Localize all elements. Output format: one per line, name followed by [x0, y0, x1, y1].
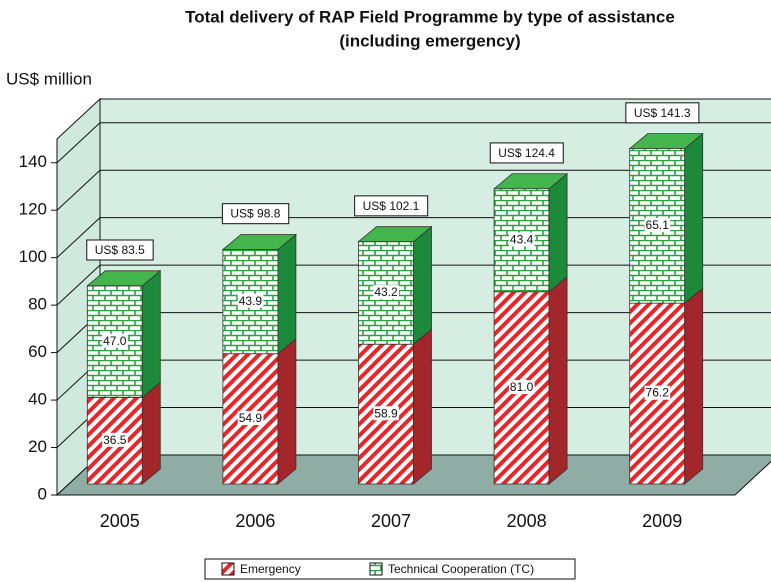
value-label: 43.4	[510, 232, 534, 246]
grid-line	[56, 264, 101, 306]
value-label: 43.2	[374, 285, 398, 299]
value-label-bg	[102, 432, 128, 447]
bar-side	[548, 275, 568, 485]
total-label: US$ 98.8	[230, 207, 280, 221]
bar-top	[357, 226, 433, 243]
y-tick-label: 0	[38, 484, 47, 503]
value-label: 43.9	[239, 294, 263, 308]
bar-side	[684, 287, 704, 485]
value-label-bg	[237, 293, 264, 308]
grid-line	[56, 169, 101, 211]
value-label: 58.9	[374, 406, 398, 420]
bar-top	[221, 234, 298, 250]
y-tick-label: 80	[28, 295, 47, 314]
bar-side	[277, 337, 297, 485]
legend-box	[204, 558, 576, 580]
bar-side	[141, 269, 161, 399]
y-tick-label: 60	[28, 342, 47, 361]
legend-label: Technical Cooperation (TC)	[388, 562, 534, 576]
value-label: 54.9	[239, 411, 263, 425]
y-tick-label: 40	[28, 390, 47, 409]
value-label-bg	[102, 333, 128, 348]
total-label: US$ 124.4	[498, 146, 555, 160]
total-label-box	[86, 239, 154, 261]
value-label: 65.1	[646, 218, 670, 232]
value-label-bg	[373, 406, 400, 421]
value-label-bg	[373, 285, 400, 300]
value-label: 81.0	[510, 380, 534, 394]
bar-top	[492, 173, 569, 190]
total-label-box	[221, 203, 290, 225]
bar-side	[277, 233, 297, 355]
x-tick-label: 2008	[507, 511, 547, 531]
chart-title: Total delivery of RAP Field Programme by…	[185, 7, 675, 26]
value-label: 47.0	[103, 334, 127, 348]
total-label-box	[354, 195, 429, 217]
bar-side	[141, 381, 161, 485]
y-tick-label: 20	[28, 437, 47, 456]
legend-swatch	[369, 562, 383, 576]
value-label: 36.5	[103, 433, 127, 447]
total-label-box	[489, 142, 564, 164]
y-tick-label: 120	[19, 200, 47, 219]
bar-side	[413, 328, 432, 485]
value-label-bg	[237, 411, 264, 426]
bar-top	[628, 133, 704, 150]
chart-subtitle: (including emergency)	[339, 31, 520, 50]
legend-label: Emergency	[240, 562, 301, 576]
bar-side	[548, 172, 568, 293]
y-axis-label: US$ million	[6, 69, 92, 88]
total-label: US$ 83.5	[95, 243, 145, 257]
grid-line	[56, 122, 101, 164]
x-tick-label: 2006	[235, 511, 275, 531]
total-label: US$ 141.3	[634, 106, 691, 120]
value-label-bg	[644, 218, 671, 233]
x-tick-label: 2009	[642, 511, 682, 531]
value-label-bg	[508, 380, 535, 395]
bar-top	[86, 270, 162, 287]
grid-line	[56, 217, 101, 259]
bar	[86, 396, 143, 485]
value-label-bg	[508, 232, 535, 247]
bar-side	[413, 225, 432, 346]
value-label-bg	[644, 385, 671, 400]
y-tick-label: 140	[19, 152, 47, 171]
x-tick-label: 2007	[371, 511, 411, 531]
x-tick-label: 2005	[100, 511, 140, 531]
total-label: US$ 102.1	[363, 199, 420, 213]
value-label: 76.2	[646, 386, 670, 400]
y-tick-label: 100	[19, 247, 47, 266]
bar-side	[684, 132, 704, 305]
legend-swatch	[221, 562, 235, 576]
total-label-box	[625, 102, 700, 124]
